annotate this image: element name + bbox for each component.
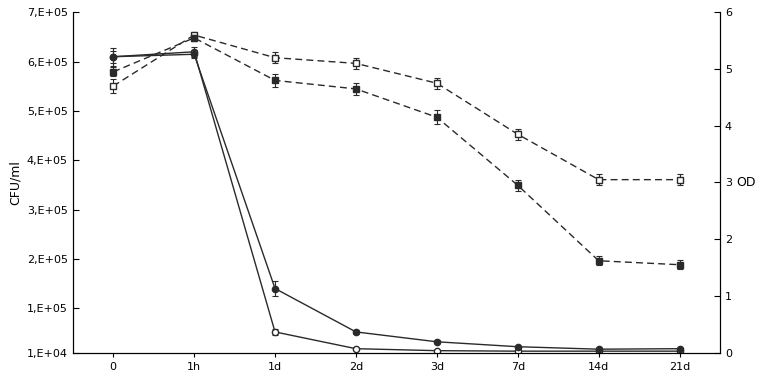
Y-axis label: CFU/ml: CFU/ml: [8, 160, 21, 205]
Y-axis label: OD: OD: [736, 176, 756, 189]
